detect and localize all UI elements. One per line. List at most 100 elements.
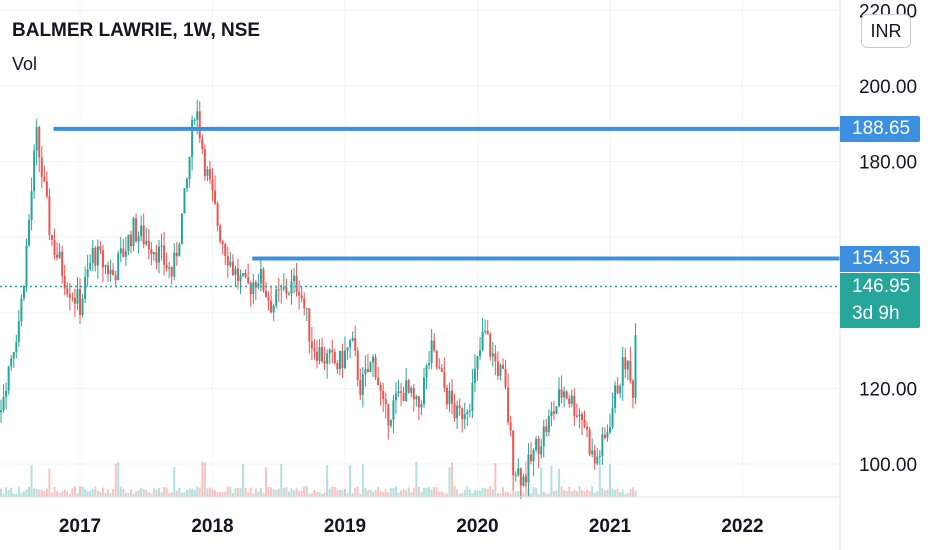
y-tick-label: 200.00 — [859, 77, 917, 98]
candle-body — [196, 111, 199, 120]
volume-bar — [137, 490, 140, 497]
volume-bar — [234, 488, 237, 497]
candle-body — [634, 335, 637, 398]
candle-body — [30, 191, 33, 221]
volume-bar — [616, 488, 619, 497]
volume-bar — [377, 486, 380, 497]
candle-body — [22, 286, 25, 299]
volume-bar — [84, 489, 87, 497]
candle-body — [458, 405, 461, 409]
candle-body — [509, 422, 512, 431]
candle-body — [254, 282, 257, 288]
volume-bar — [489, 486, 492, 497]
volume-bar — [563, 489, 566, 497]
candle-body — [229, 261, 232, 266]
volume-bar — [265, 467, 268, 497]
candle-body — [519, 468, 522, 486]
volume-bar — [180, 492, 183, 497]
candle-body — [524, 476, 527, 483]
candle-body — [609, 427, 611, 433]
volume-bar — [494, 463, 497, 497]
volume-bar — [438, 491, 441, 497]
volume-bar — [287, 491, 290, 497]
volume-bar — [425, 487, 428, 497]
volume-bar — [364, 487, 367, 497]
volume-bar — [491, 489, 494, 497]
volume-indicator-label[interactable]: Vol — [12, 54, 38, 74]
volume-bar — [601, 487, 604, 497]
candle-body — [428, 362, 431, 366]
candle-body — [387, 404, 390, 426]
candle-body — [382, 390, 385, 400]
candles — [0, 99, 637, 500]
candle-body — [550, 411, 553, 417]
volume-bar — [583, 491, 586, 497]
candle-body — [614, 385, 617, 408]
volume-bar — [157, 487, 160, 497]
volume-bar — [58, 492, 61, 497]
candle-body — [282, 287, 285, 289]
volume-bar — [43, 491, 46, 497]
candle-body — [583, 420, 586, 427]
volume-bar — [415, 461, 418, 497]
volume-bar — [522, 492, 525, 497]
candle-body — [530, 454, 533, 462]
volume-bar — [191, 488, 194, 497]
candle-body — [58, 251, 61, 258]
volume-bar — [89, 490, 92, 497]
candle-body — [239, 275, 242, 281]
volume-bar — [466, 486, 469, 497]
candle-body — [596, 456, 599, 464]
candle-body — [435, 350, 438, 368]
candle-body — [12, 351, 15, 359]
candle-body — [201, 138, 204, 150]
volume-bar — [338, 489, 341, 497]
volume-bar — [313, 490, 316, 497]
candle-body — [310, 341, 313, 349]
volume-bar — [104, 492, 107, 497]
volume-bar — [397, 492, 400, 497]
volume-bar — [588, 490, 591, 497]
volume-bar — [5, 487, 8, 497]
volume-bar — [99, 492, 102, 497]
volume-bar — [619, 492, 622, 497]
currency-button[interactable]: INR — [861, 14, 911, 48]
volume-bar — [476, 490, 479, 497]
candle-body — [0, 410, 3, 413]
candle-body — [48, 196, 51, 236]
volume-bar — [48, 468, 51, 497]
candle-body — [397, 391, 400, 394]
candle-body — [191, 120, 194, 158]
volume-bar — [293, 490, 296, 497]
volume-bar — [496, 493, 499, 497]
volume-bar — [127, 493, 130, 497]
candle-body — [249, 282, 252, 294]
candle-body — [135, 218, 138, 242]
volume-bar — [614, 489, 617, 497]
y-tick-label: 120.00 — [859, 379, 917, 400]
volume-bar — [354, 487, 357, 497]
symbol-title[interactable]: BALMER LAWRIE, 1W, NSE — [12, 20, 261, 41]
volume-bar — [208, 487, 211, 497]
volume-bar — [509, 493, 512, 497]
candle-body — [629, 360, 632, 381]
candle-body — [84, 277, 87, 299]
volume-bar — [277, 488, 280, 497]
volume-bar — [575, 491, 578, 497]
volume-bar — [458, 493, 461, 497]
candle-body — [20, 298, 23, 322]
candle-body — [512, 430, 515, 476]
level-price-tag: 188.65 — [840, 115, 920, 142]
candle-body — [486, 330, 489, 335]
volume-bar — [565, 491, 568, 497]
volume-bar — [624, 493, 627, 497]
volume-bar — [629, 489, 632, 497]
candle-body — [451, 390, 454, 404]
volume-bar — [410, 492, 413, 497]
candle-body — [356, 350, 359, 381]
candle-body — [124, 251, 127, 257]
volume-bar — [152, 488, 155, 497]
volume-bar — [68, 493, 71, 497]
